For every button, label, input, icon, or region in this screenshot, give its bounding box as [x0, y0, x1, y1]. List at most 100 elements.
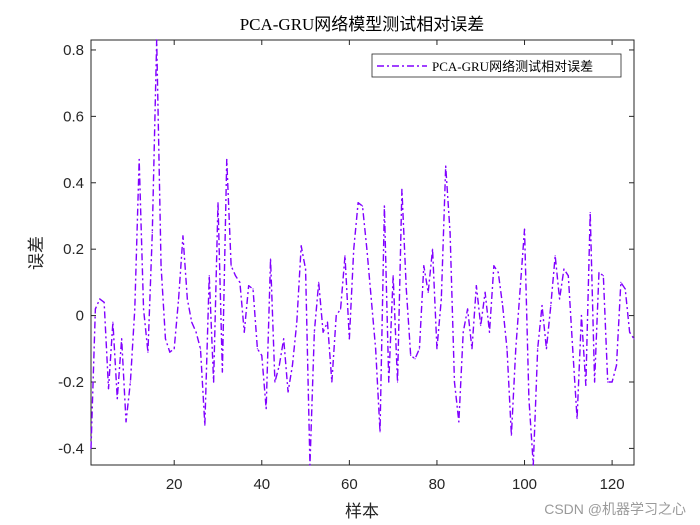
- x-tick-label: 20: [166, 476, 183, 493]
- data-point: [177, 298, 180, 300]
- data-point: [436, 348, 438, 350]
- data-point: [462, 331, 464, 333]
- data-point: [322, 331, 324, 333]
- data-point: [353, 248, 355, 250]
- data-point: [410, 354, 412, 357]
- series-line: [90, 39, 635, 466]
- data-point: [471, 348, 473, 350]
- data-point: [458, 421, 460, 423]
- data-point: [532, 464, 534, 466]
- data-point: [593, 381, 596, 383]
- data-point: [493, 265, 495, 267]
- data-point: [147, 351, 149, 353]
- data-point: [348, 338, 350, 340]
- data-point: [423, 265, 425, 267]
- data-point: [318, 281, 320, 283]
- data-point: [488, 331, 491, 333]
- data-point: [103, 301, 105, 303]
- data-point: [519, 288, 521, 290]
- data-point: [427, 291, 429, 293]
- data-point: [173, 348, 175, 350]
- x-tick-label: 40: [253, 476, 270, 493]
- data-point: [239, 281, 241, 283]
- y-tick-label: 0: [76, 308, 84, 325]
- data-point: [107, 388, 110, 390]
- data-point: [121, 338, 123, 340]
- data-point: [440, 298, 442, 300]
- data-point: [199, 348, 202, 350]
- data-point: [624, 288, 626, 290]
- data-point: [453, 381, 456, 383]
- y-tick-label: 0.2: [63, 241, 84, 258]
- data-point: [598, 271, 600, 274]
- legend: PCA-GRU网络测试相对误差: [371, 53, 622, 78]
- data-point: [589, 212, 591, 214]
- y-tick-label: -0.2: [58, 374, 84, 391]
- data-point: [283, 338, 285, 340]
- data-point: [602, 275, 604, 277]
- data-point: [234, 275, 237, 277]
- data-point: [545, 348, 548, 350]
- data-point: [265, 407, 267, 410]
- data-point: [567, 275, 569, 277]
- x-tick-label: 60: [341, 476, 358, 493]
- data-point: [537, 348, 539, 350]
- data-point: [572, 348, 574, 350]
- data-point: [357, 202, 359, 204]
- data-point: [445, 165, 447, 167]
- data-point: [541, 305, 543, 307]
- data-point: [611, 381, 613, 383]
- data-point: [484, 291, 486, 293]
- legend-box: [371, 53, 622, 78]
- data-point: [169, 351, 171, 353]
- data-point: [335, 314, 337, 317]
- data-point: [309, 464, 311, 466]
- x-tick-label: 100: [512, 476, 537, 493]
- data-point: [414, 358, 416, 360]
- data-point: [528, 397, 530, 400]
- data-point: [269, 258, 272, 260]
- data-point: [502, 305, 504, 307]
- data-point: [142, 308, 145, 310]
- data-point: [607, 381, 609, 383]
- data-point: [90, 447, 92, 449]
- plot-area: [90, 39, 635, 466]
- data-point: [620, 281, 622, 283]
- data-point: [466, 308, 469, 310]
- axis-ticks: 20 40 60 80 100 120 -0.4 -0.2 0 0.2 0.4 0.6 0.8: [58, 40, 634, 493]
- data-point: [129, 381, 132, 383]
- y-tick-label: 0.6: [63, 108, 84, 125]
- data-point: [326, 321, 329, 323]
- data-point: [388, 381, 390, 383]
- watermark: CSDN @机器学习之心: [544, 501, 686, 517]
- data-point: [344, 255, 346, 257]
- data-point: [195, 331, 197, 333]
- data-point: [431, 248, 434, 250]
- data-point: [615, 364, 618, 366]
- data-point: [186, 298, 188, 300]
- data-point: [226, 158, 228, 161]
- data-point: [191, 321, 193, 323]
- data-point: [554, 255, 556, 257]
- data-point: [392, 275, 394, 277]
- data-point: [340, 308, 342, 310]
- data-point: [256, 348, 259, 350]
- data-point: [287, 391, 289, 393]
- data-point: [497, 271, 499, 274]
- data-point: [230, 265, 232, 267]
- data-point: [99, 298, 101, 300]
- y-tick-label: -0.4: [58, 440, 84, 457]
- data-point: [510, 434, 512, 436]
- data-point: [361, 205, 364, 207]
- data-point: [379, 431, 381, 433]
- data-point: [160, 265, 162, 267]
- data-point: [576, 417, 578, 420]
- data-point: [261, 354, 263, 357]
- data-point: [116, 397, 118, 400]
- data-point: [375, 348, 377, 350]
- data-point: [313, 331, 315, 333]
- data-point: [550, 305, 552, 307]
- data-point: [221, 371, 223, 373]
- data-point: [449, 231, 451, 234]
